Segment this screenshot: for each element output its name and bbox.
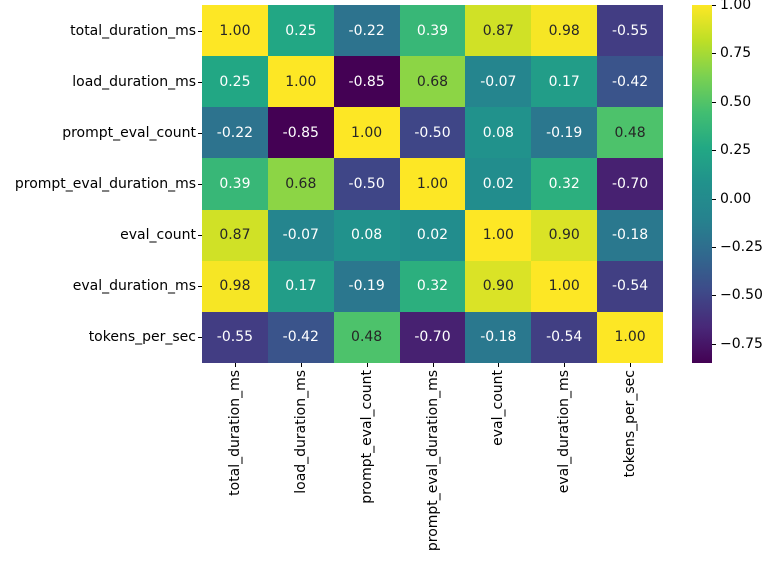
colorbar-tick-mark [712,295,716,297]
colorbar-tick-mark [712,198,716,200]
x-tick-mark [498,363,500,367]
heatmap-cell: -0.07 [267,209,334,261]
heatmap-cell: 0.39 [399,5,466,57]
heatmap-cell: -0.07 [465,56,532,108]
colorbar-tick-mark [712,101,716,103]
heatmap-cell: -0.70 [597,158,663,210]
heatmap-cell: 1.00 [399,158,466,210]
x-tick-mark [630,363,632,367]
heatmap-cell: -0.19 [531,107,598,159]
y-tick-mark [198,184,202,185]
heatmap-cell: 0.48 [333,311,400,363]
y-tick-mark [198,30,202,32]
heatmap-cell: 1.00 [465,209,532,261]
colorbar-tick-label: 0.50 [720,93,752,110]
heatmap-cell: 0.87 [465,5,532,57]
colorbar-tick-label: 0.00 [720,190,752,207]
x-tick-mark [300,363,302,367]
heatmap-cell: -0.22 [202,107,268,159]
heatmap-cell: 0.02 [399,209,466,261]
colorbar-tick-mark [712,343,716,345]
heatmap-cell: 1.00 [333,107,400,159]
y-tick-label: total_duration_ms [70,22,196,39]
heatmap-cell: -0.85 [267,107,334,159]
heatmap-cell: 0.32 [531,158,598,210]
y-tick-mark [198,132,202,134]
heatmap-cell: -0.42 [267,311,334,363]
y-tick-label: load_duration_ms [72,73,196,90]
heatmap-cell: 0.68 [267,158,334,210]
y-tick-mark [198,337,202,339]
colorbar-gradient [692,5,712,363]
heatmap-cell: -0.50 [333,158,400,210]
heatmap-cell: 0.25 [267,5,334,57]
y-tick-mark [198,235,202,237]
heatmap-cell: 1.00 [597,311,663,363]
heatmap-cell: -0.54 [531,311,598,363]
y-tick-label: prompt_eval_count [62,124,196,141]
heatmap-cell: -0.50 [399,107,466,159]
heatmap-cell: 0.68 [399,56,466,108]
colorbar-tick-label: −0.75 [720,335,763,352]
heatmap-cell: 0.25 [202,56,268,108]
heatmap-cell: 1.00 [531,260,598,312]
heatmap-cell: -0.54 [597,260,663,312]
x-tick-mark [234,363,236,367]
heatmap-cell: 0.32 [399,260,466,312]
heatmap-cell: 1.00 [267,56,334,108]
heatmap-cell: 0.08 [465,107,532,159]
heatmap-cell: 0.48 [597,107,663,159]
heatmap-cell: -0.18 [465,311,532,363]
colorbar-tick-label: −0.50 [720,287,763,304]
heatmap-cell: -0.19 [333,260,400,312]
heatmap-cell: -0.22 [333,5,400,57]
x-tick-mark [564,363,566,367]
heatmap-cell: 0.17 [531,56,598,108]
heatmap-cell: 0.08 [333,209,400,261]
heatmap-cell: -0.70 [399,311,466,363]
y-tick-label: eval_duration_ms [72,278,196,295]
heatmap-cell: 0.98 [531,5,598,57]
heatmap-cell: 0.87 [202,209,268,261]
y-tick-mark [198,81,202,83]
y-tick-label: tokens_per_sec [88,329,196,346]
colorbar-tick-label: −0.25 [720,238,763,255]
colorbar-tick-label: 0.75 [720,45,752,62]
y-tick-mark [198,286,202,288]
colorbar-tick-mark [712,53,716,55]
heatmap-cell: 0.90 [465,260,532,312]
y-tick-label: eval_count [120,227,196,244]
x-tick-mark [432,363,434,367]
heatmap-cell: -0.55 [597,5,663,57]
colorbar-tick-label: 0.25 [720,142,752,159]
heatmap-cell: -0.18 [597,209,663,261]
colorbar-tick-label: 1.00 [720,0,752,13]
heatmap-cell: -0.85 [333,56,400,108]
heatmap-cell: -0.55 [202,311,268,363]
heatmap-cell: 0.90 [531,209,598,261]
x-tick-mark [366,363,368,367]
heatmap-cell: 0.98 [202,260,268,312]
heatmap-cell: 0.17 [267,260,334,312]
heatmap-cell: -0.42 [597,56,663,108]
heatmap-cell: 0.02 [465,158,532,210]
colorbar-tick-mark [712,5,716,6]
heatmap-grid: 1.00 0.25 -0.22 0.39 0.87 0.98 -0.55 0.25 1.00 -0… [202,5,663,363]
colorbar-tick-mark [712,246,716,248]
heatmap-cell: 0.39 [202,158,268,210]
colorbar-tick-mark [712,150,716,152]
y-tick-label: prompt_eval_duration_ms [14,176,196,192]
heatmap-cell: 1.00 [202,5,268,57]
